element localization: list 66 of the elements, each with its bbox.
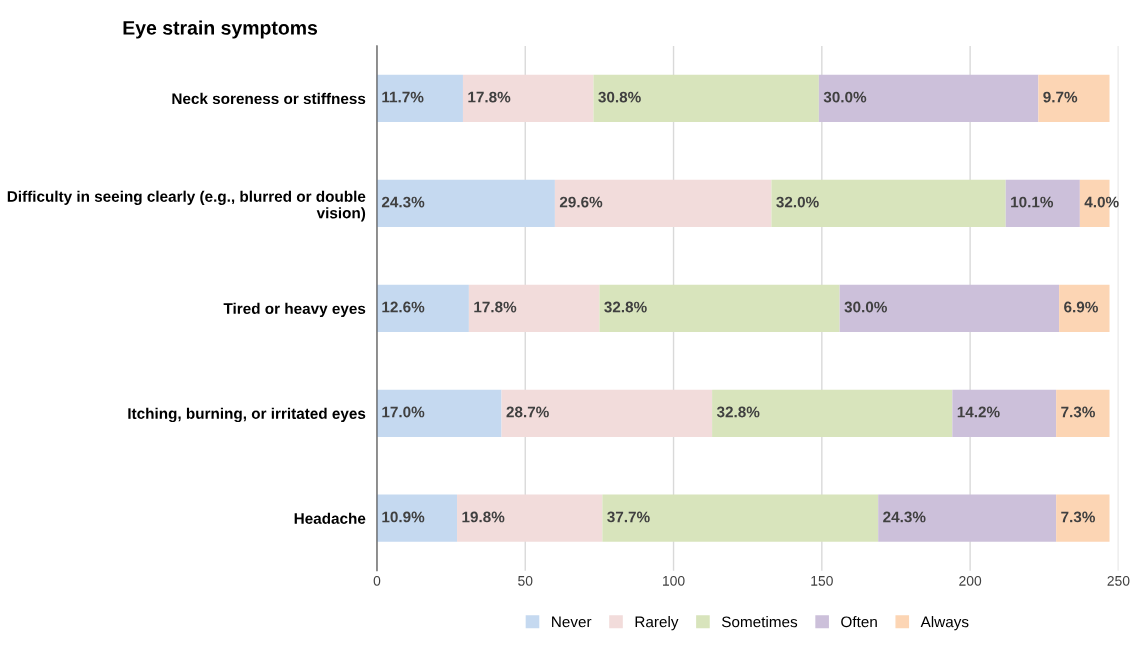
annotation: 7.3% xyxy=(1061,406,1095,418)
annotation: 32.8% xyxy=(604,301,647,313)
annotation: 30.0% xyxy=(844,301,887,313)
annotation: 10.9% xyxy=(382,511,425,523)
bar xyxy=(1038,74,1110,123)
x-tick-label: 150 xyxy=(811,575,833,586)
bar xyxy=(501,389,713,437)
annotation: 17.0% xyxy=(382,406,425,418)
annotation: 10.1% xyxy=(1011,196,1054,208)
annotation: 30.8% xyxy=(598,91,641,103)
annotation: 9.7% xyxy=(1043,91,1078,103)
bar xyxy=(376,179,555,227)
bar xyxy=(462,74,594,123)
x-tick-label: 200 xyxy=(959,575,982,586)
bar xyxy=(818,74,1039,123)
x-tick-label: 100 xyxy=(663,575,685,586)
annotation: 17.8% xyxy=(468,91,511,103)
bar xyxy=(771,179,1006,227)
bar xyxy=(602,494,879,542)
bar xyxy=(593,74,819,123)
annotation: 32.8% xyxy=(716,406,760,418)
bar xyxy=(376,494,458,542)
bar xyxy=(554,179,772,227)
legend-label: Never xyxy=(552,616,592,628)
annotation: 17.8% xyxy=(474,301,517,313)
bar xyxy=(468,284,600,332)
legend-label: Always xyxy=(920,616,969,631)
bar xyxy=(1056,389,1110,437)
legend-label: Rarely xyxy=(635,616,679,631)
annotation: 24.3% xyxy=(381,196,425,208)
y-tick-label: Difficulty in seeing clearly (e.g., blurred or double vision) xyxy=(7,190,366,222)
annotation: 29.6% xyxy=(559,196,603,208)
legend-label: Often xyxy=(841,616,877,628)
annotation: 12.6% xyxy=(382,301,425,313)
bar xyxy=(839,284,1060,332)
annotation: 24.3% xyxy=(883,511,926,523)
bar xyxy=(599,284,840,332)
annotation: 32.0% xyxy=(776,196,819,208)
bar xyxy=(376,389,502,437)
bar xyxy=(1059,284,1110,332)
annotation: 19.8% xyxy=(462,511,505,523)
annotation: 37.7% xyxy=(607,511,650,523)
y-tick-label: Tired or heavy eyes xyxy=(223,302,366,318)
bar xyxy=(1056,494,1110,542)
text: Eye strain symptoms xyxy=(123,20,318,39)
annotation: 30.0% xyxy=(823,91,867,103)
bar xyxy=(376,74,463,123)
bar xyxy=(1005,179,1080,227)
x-tick-label: 0 xyxy=(373,575,381,586)
legend-label: Sometimes xyxy=(721,616,798,628)
x-tick-label: 50 xyxy=(518,575,533,586)
annotation: 11.7% xyxy=(382,91,424,103)
annotation: 14.2% xyxy=(957,406,1000,418)
annotation: 4.0% xyxy=(1084,196,1119,208)
bar xyxy=(952,389,1057,437)
annotation: 6.9% xyxy=(1064,301,1098,313)
y-tick-label: Neck soreness or stiffness xyxy=(172,92,366,105)
bar xyxy=(457,494,603,542)
y-tick-label: Headache xyxy=(294,512,366,524)
bar xyxy=(376,284,469,332)
bar xyxy=(712,389,953,437)
annotation: 7.3% xyxy=(1061,511,1095,523)
y-tick-label: Itching, burning, or irritated eyes xyxy=(128,407,366,423)
x-tick-label: 250 xyxy=(1107,575,1130,586)
bar xyxy=(878,494,1057,542)
annotation: 28.7% xyxy=(506,406,549,418)
